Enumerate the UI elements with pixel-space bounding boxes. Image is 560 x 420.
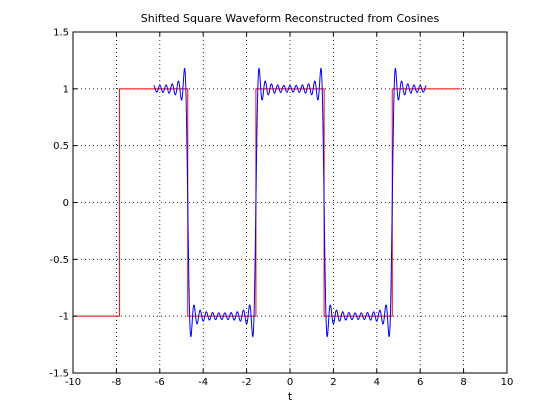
y-tick-label: -1.5 (49, 369, 69, 380)
x-tick-label: 4 (374, 377, 380, 388)
chart-title: Shifted Square Waveform Reconstructed fr… (141, 12, 440, 25)
y-tick-label: -0.5 (49, 255, 69, 266)
x-tick-label: 6 (417, 377, 423, 388)
fourier-reconstruction-line (153, 67, 427, 338)
x-tick-label: -6 (155, 377, 165, 388)
x-tick-label: 8 (460, 377, 466, 388)
x-tick-label: -4 (198, 377, 208, 388)
x-tick-label: -8 (111, 377, 121, 388)
x-tick-label: 2 (330, 377, 336, 388)
y-tick-label: 0 (63, 198, 69, 209)
y-tick-label: 1 (63, 84, 69, 95)
y-tick-label: -1 (59, 312, 69, 323)
plot-area (73, 67, 461, 338)
y-tick-label: 1.5 (53, 28, 69, 39)
x-tick-label: -2 (242, 377, 252, 388)
y-tick-label: 0.5 (53, 141, 69, 152)
x-axis-label: t (288, 390, 293, 403)
axis-ticks: -10 -8 -6 -4 -2 0 2 4 6 8 10 -1.5 -1 -0.5 0 0.5 1 1.5 (49, 28, 513, 389)
x-tick-label: 10 (501, 377, 514, 388)
x-tick-label: 0 (287, 377, 293, 388)
x-tick-label: -10 (65, 377, 81, 388)
